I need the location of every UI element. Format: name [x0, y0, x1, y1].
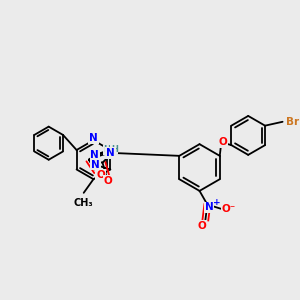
Text: O⁻: O⁻	[222, 204, 236, 214]
Text: H: H	[103, 146, 111, 154]
Text: O: O	[96, 170, 105, 180]
Text: H: H	[111, 145, 118, 154]
Text: O: O	[104, 176, 113, 186]
Text: Br: Br	[286, 117, 300, 127]
Text: H: H	[107, 146, 115, 154]
Text: CH₃: CH₃	[74, 198, 94, 208]
Text: N: N	[89, 133, 98, 143]
Text: O: O	[219, 137, 228, 147]
Text: +: +	[213, 198, 221, 207]
Text: N: N	[90, 150, 99, 160]
Text: N: N	[205, 202, 214, 212]
Text: N: N	[106, 148, 115, 158]
Text: O: O	[197, 221, 206, 231]
Text: N: N	[91, 160, 100, 170]
